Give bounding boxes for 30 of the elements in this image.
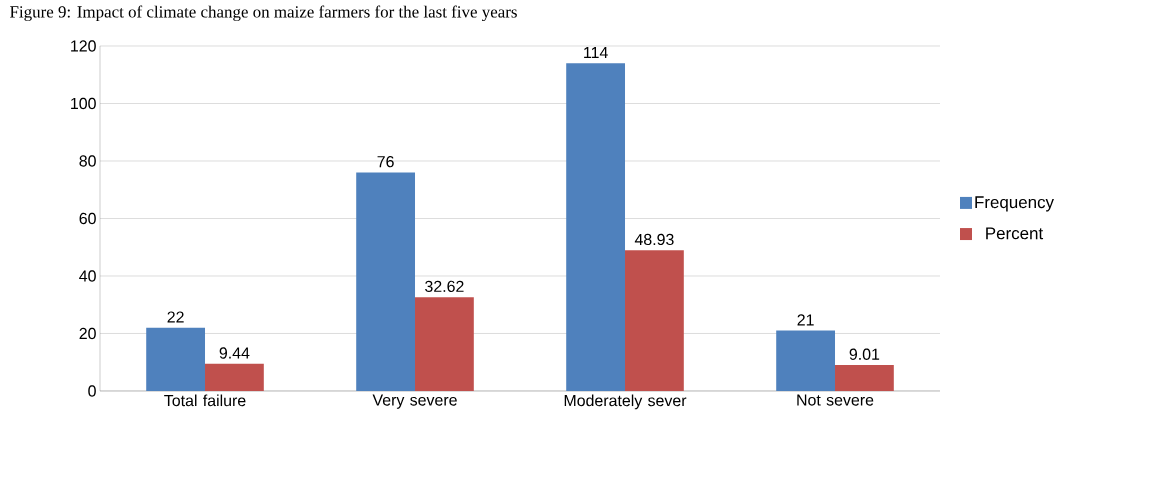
bar [205, 363, 264, 391]
bar [146, 327, 206, 391]
y-tick-label: 80 [79, 155, 96, 167]
y-tick-label: 40 [79, 270, 96, 282]
data-label: 21 [797, 314, 814, 326]
y-tick-label: 120 [71, 40, 96, 52]
bar [835, 365, 894, 391]
x-tick-label: Total failure [164, 394, 246, 407]
legend-label: Frequency [975, 196, 1054, 212]
x-tick-label: Not severe [797, 394, 874, 406]
data-label: 32.62 [425, 280, 464, 292]
bar [566, 63, 626, 391]
bar [625, 250, 684, 391]
chart-title: Figure 9: Impact of climate change on maize farmers for the last five years [10, 5, 517, 22]
bar [356, 172, 416, 391]
data-label: 22 [167, 311, 184, 323]
legend-label: Percent [986, 227, 1044, 240]
bar [415, 297, 474, 391]
data-label: 76 [377, 156, 394, 168]
y-tick-label: 20 [79, 327, 96, 340]
x-tick-label: Very severe [372, 394, 457, 409]
y-tick-label: 0 [88, 385, 96, 397]
bar [776, 330, 836, 391]
data-label: 114 [584, 47, 608, 59]
data-label: 9.01 [849, 348, 880, 360]
data-label: 9.44 [219, 347, 250, 359]
y-tick-label: 60 [79, 212, 96, 225]
y-tick-label: 100 [71, 97, 96, 110]
data-label: 48.93 [634, 233, 674, 246]
x-tick-label: Moderately sever [564, 394, 687, 410]
